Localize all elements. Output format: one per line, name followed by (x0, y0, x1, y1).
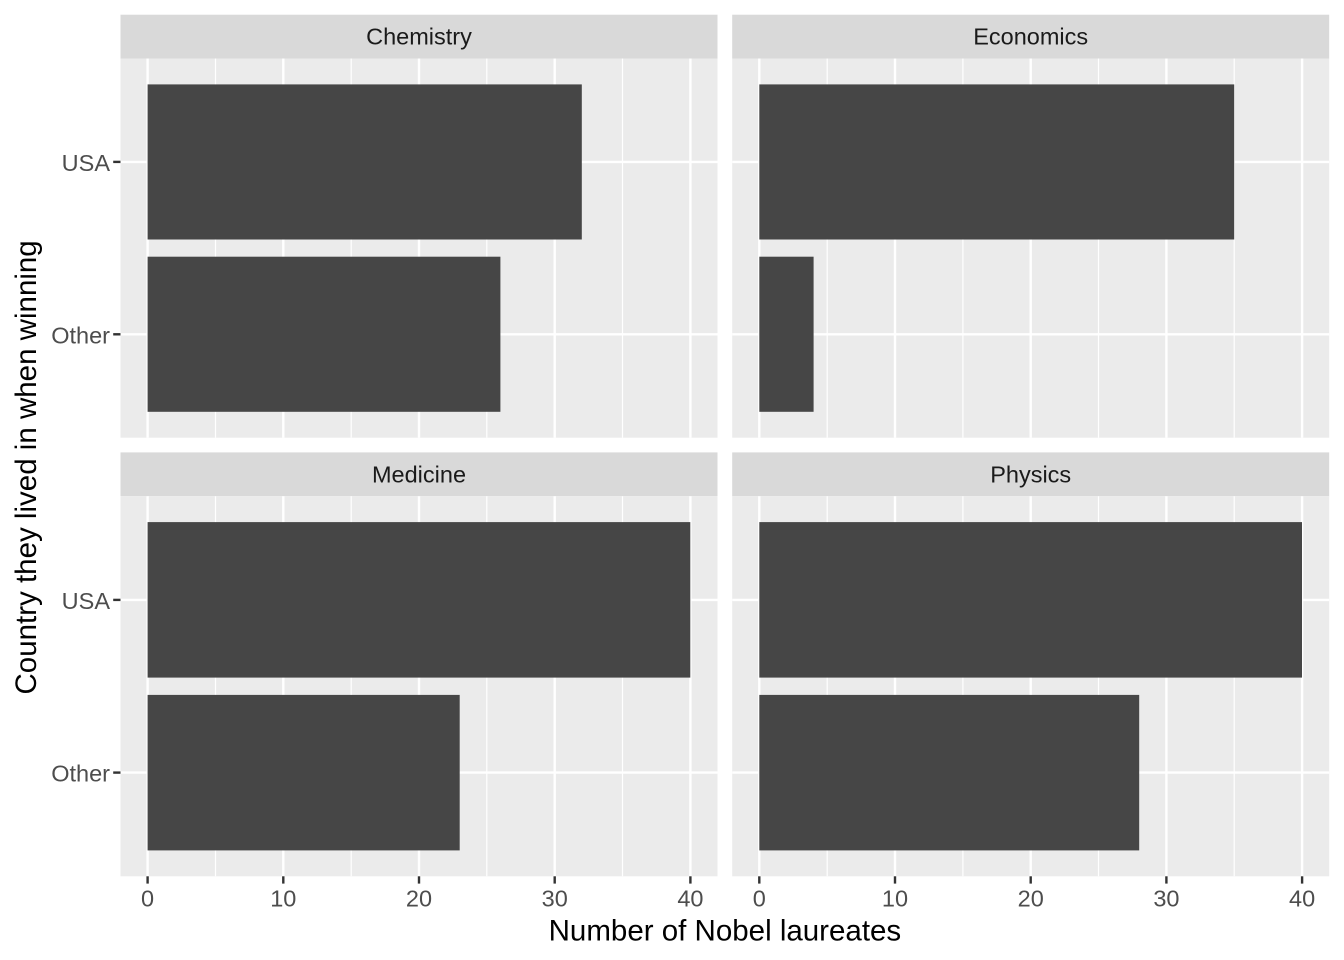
svg-text:Other: Other (51, 761, 110, 787)
svg-text:0: 0 (141, 886, 154, 912)
svg-text:Number of Nobel laureates: Number of Nobel laureates (549, 914, 902, 947)
svg-text:30: 30 (1153, 886, 1179, 912)
svg-text:USA: USA (62, 150, 111, 176)
svg-text:40: 40 (1289, 886, 1315, 912)
svg-text:Chemistry: Chemistry (366, 24, 472, 50)
svg-text:0: 0 (753, 886, 766, 912)
svg-text:20: 20 (406, 886, 432, 912)
svg-text:Physics: Physics (990, 461, 1071, 487)
svg-text:Economics: Economics (973, 24, 1088, 50)
svg-text:Country they lived in when win: Country they lived in when winning (10, 240, 43, 694)
svg-text:30: 30 (542, 886, 568, 912)
svg-text:Other: Other (51, 322, 110, 348)
svg-text:20: 20 (1018, 886, 1044, 912)
svg-text:USA: USA (62, 588, 111, 614)
svg-text:Medicine: Medicine (372, 461, 466, 487)
svg-text:40: 40 (677, 886, 703, 912)
svg-text:10: 10 (270, 886, 296, 912)
svg-text:10: 10 (882, 886, 908, 912)
